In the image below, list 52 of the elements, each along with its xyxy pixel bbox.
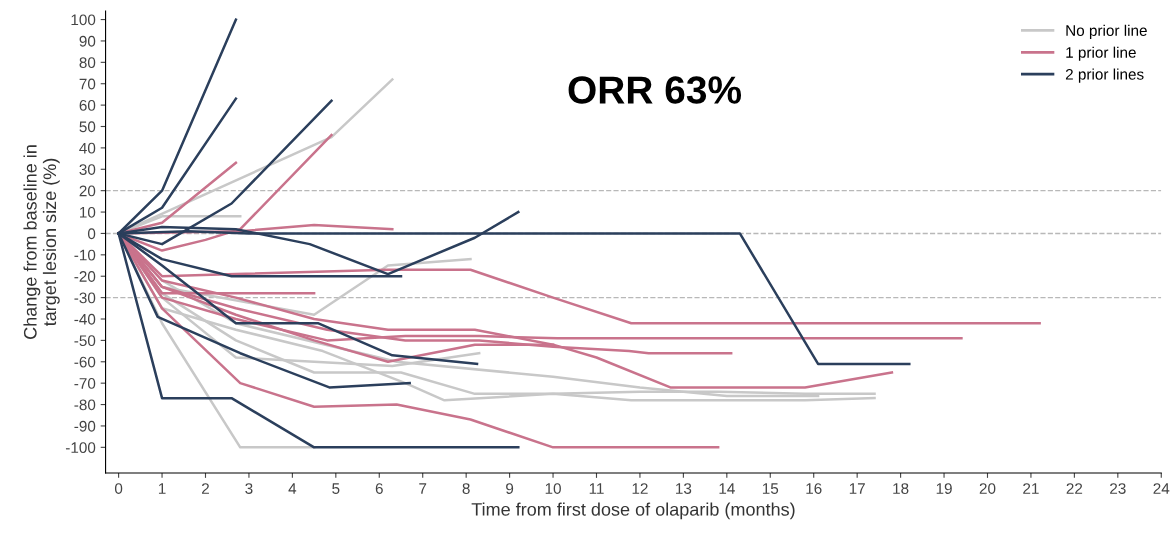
x-tick-label: 23 xyxy=(1110,483,1126,494)
y-tick-label: 80 xyxy=(79,57,96,69)
y-tick-label: -100 xyxy=(65,442,96,454)
y-tick-label: 70 xyxy=(79,78,96,90)
x-tick-label: 0 xyxy=(114,483,123,494)
legend-label: 2 prior lines xyxy=(1065,68,1144,83)
legend-label: No prior line xyxy=(1066,24,1147,39)
y-tick-label: 40 xyxy=(79,142,96,154)
y-tick-label: -30 xyxy=(74,292,96,304)
x-tick-label: 21 xyxy=(1023,483,1039,494)
y-tick-label: -60 xyxy=(74,356,96,368)
y-tick-label: 0 xyxy=(87,228,96,240)
y-tick-label: 60 xyxy=(79,99,96,111)
x-tick-label: 4 xyxy=(288,483,297,494)
x-tick-label: 7 xyxy=(419,483,427,494)
x-tick-label: 16 xyxy=(806,483,822,494)
y-tick-label: 20 xyxy=(79,185,96,197)
x-tick-label: 3 xyxy=(245,483,253,494)
y-tick-label: -20 xyxy=(74,271,96,282)
x-tick-label: 10 xyxy=(545,483,561,494)
x-tick-label: 14 xyxy=(719,483,735,494)
y-tick-label: 10 xyxy=(80,206,96,218)
x-tick-label: 24 xyxy=(1153,483,1170,494)
x-tick-label: 15 xyxy=(762,483,779,494)
x-axis-title: Time from first dose of olaparib (months) xyxy=(471,502,795,520)
x-tick-label: 1 xyxy=(158,483,166,494)
y-tick-label: 100 xyxy=(71,14,96,26)
x-tick-label: 11 xyxy=(589,483,604,494)
x-tick-label: 5 xyxy=(332,483,340,494)
y-tick-label: -70 xyxy=(74,378,96,389)
y-tick-label: -10 xyxy=(74,249,96,261)
x-tick-label: 17 xyxy=(849,483,865,494)
x-tick-label: 18 xyxy=(893,483,909,494)
x-tick-label: 6 xyxy=(375,483,383,494)
x-tick-label: 20 xyxy=(979,483,996,494)
x-tick-label: 12 xyxy=(632,483,648,494)
annotation: ORR 63% xyxy=(568,76,742,104)
x-tick-label: 9 xyxy=(506,483,514,494)
y-tick-label: -90 xyxy=(74,420,96,432)
y-axis-title: Change from baseline in target lesion size (%) xyxy=(23,145,60,339)
y-tick-label: 90 xyxy=(79,35,96,47)
y-tick-label: 30 xyxy=(79,164,96,175)
x-tick-label: 19 xyxy=(936,483,952,494)
x-tick-label: 22 xyxy=(1066,483,1083,494)
y-tick-label: -80 xyxy=(74,399,96,411)
legend-label: 1 prior line xyxy=(1066,46,1136,61)
x-tick-label: 8 xyxy=(462,483,470,494)
x-tick-label: 2 xyxy=(202,483,209,494)
x-tick-label: 13 xyxy=(676,483,692,494)
y-tick-label: -40 xyxy=(74,313,96,325)
y-tick-label: -50 xyxy=(74,335,96,347)
y-tick-label: 50 xyxy=(79,121,96,133)
